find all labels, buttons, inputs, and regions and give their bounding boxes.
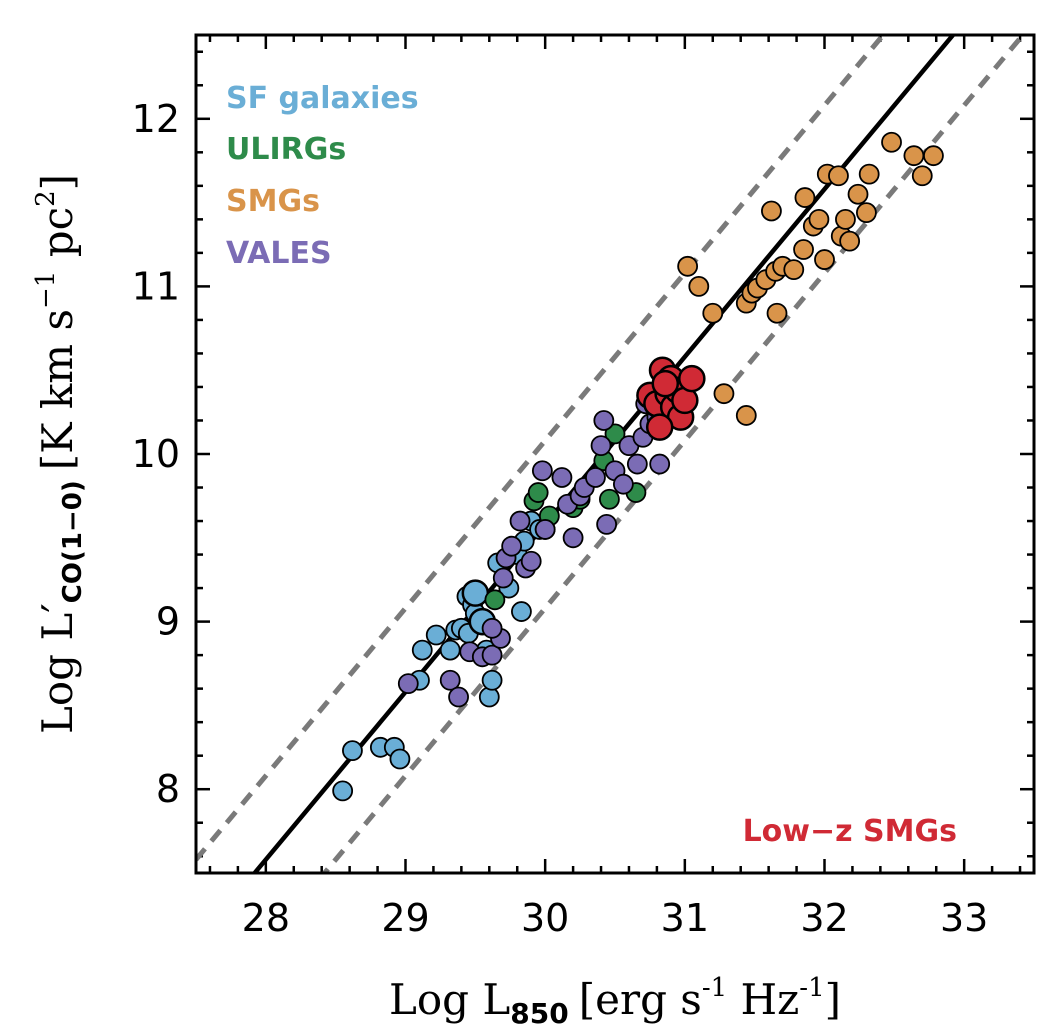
point-smgs <box>923 145 944 167</box>
y-title-units: [K km s <box>33 309 82 470</box>
point-vales <box>585 467 606 488</box>
upper-scatter-band <box>196 35 887 862</box>
point-smgs <box>881 131 902 153</box>
point-vales <box>649 453 671 475</box>
point-vales <box>481 617 503 639</box>
point-sf-galaxies <box>439 639 461 661</box>
point-smgs <box>808 208 830 230</box>
point-smgs <box>847 183 869 205</box>
point-vales <box>626 453 648 475</box>
point-vales <box>439 669 461 691</box>
x-axis-title: Log L850 [erg s-1 Hz-1] <box>389 973 841 1030</box>
x-title-sup2: -1 <box>799 973 824 1003</box>
point-smgs <box>677 255 699 277</box>
point-vales <box>596 513 618 535</box>
y-tick-label: 9 <box>156 600 180 644</box>
x-tick-label: 30 <box>521 896 569 940</box>
y-tick-label: 11 <box>132 264 180 308</box>
point-smgs <box>793 239 814 260</box>
point-smgs <box>839 230 861 252</box>
x-tick-label: 28 <box>242 896 290 940</box>
point-vales <box>534 519 556 540</box>
point-sf-galaxies <box>481 669 503 691</box>
y-axis-title: Log L′CO(1−0) [K km s−1 pc2] <box>31 174 88 734</box>
point-ulirgs <box>527 482 549 503</box>
point-smgs <box>735 405 757 426</box>
point-vales <box>612 473 634 495</box>
point-vales <box>531 460 553 482</box>
point-vales <box>397 673 419 695</box>
point-vales <box>448 686 469 708</box>
y-title-prefix: Log L′ <box>33 603 82 734</box>
point-ulirgs <box>484 589 506 611</box>
legend-sf-galaxies: SF galaxies <box>226 81 419 116</box>
point-sf-galaxies <box>389 748 411 770</box>
x-title-end: ] <box>825 975 841 1024</box>
x-title-mid: Hz <box>727 975 799 1024</box>
plot-frame <box>194 33 1036 875</box>
point-smgs <box>713 383 735 405</box>
data-points <box>332 131 944 802</box>
y-tick-label: 12 <box>132 97 180 141</box>
point-sf-galaxies <box>478 686 500 708</box>
point-vales <box>593 410 615 431</box>
point-sf-galaxies <box>511 601 532 622</box>
x-tick-label: 31 <box>661 896 709 940</box>
point-vales <box>520 550 542 572</box>
point-low-z-smgs <box>645 413 674 441</box>
point-smgs <box>856 202 877 224</box>
x-tick-label: 32 <box>800 896 848 940</box>
point-vales <box>551 467 573 488</box>
point-smgs <box>688 275 710 297</box>
point-sf-galaxies <box>425 624 447 646</box>
y-title-mid: pc <box>33 207 82 271</box>
point-low-z-smgs <box>651 369 680 398</box>
point-sf-galaxies <box>342 740 363 762</box>
x-tick-label: 29 <box>381 896 429 940</box>
point-vales <box>509 510 531 532</box>
point-smgs <box>702 302 724 324</box>
point-low-z-smgs <box>678 364 706 393</box>
point-smgs <box>761 200 782 222</box>
point-vales <box>492 567 514 589</box>
annotation-low-z-smgs: Low−z SMGs <box>743 814 957 849</box>
y-title-end: ] <box>33 174 82 190</box>
y-title-sup2: 2 <box>31 190 61 207</box>
point-sf-galaxies <box>411 639 433 661</box>
point-vales <box>590 435 612 457</box>
point-smgs <box>911 165 933 187</box>
point-sf-galaxies-large <box>461 579 490 607</box>
point-vales <box>501 535 523 557</box>
x-title-prefix: Log L <box>389 975 510 1024</box>
x-title-sub: 850 <box>510 997 568 1030</box>
point-sf-galaxies <box>332 780 354 802</box>
y-title-sup1: −1 <box>31 271 61 309</box>
point-vales <box>481 644 503 666</box>
point-ulirgs <box>599 488 620 510</box>
y-title-sub: CO(1−0) <box>58 480 88 603</box>
point-smgs <box>858 163 880 185</box>
point-smgs <box>794 187 816 208</box>
x-title-sup1: -1 <box>702 973 727 1003</box>
point-smgs <box>835 208 856 230</box>
point-smgs <box>814 249 835 270</box>
point-smgs <box>903 145 925 167</box>
legend-vales: VALES <box>226 236 332 271</box>
point-smgs <box>766 302 788 324</box>
y-tick-label: 10 <box>132 432 180 476</box>
x-title-units: [erg s <box>579 975 702 1024</box>
x-tick-label: 33 <box>940 896 988 940</box>
legend-smgs: SMGs <box>226 184 320 219</box>
point-smgs <box>828 165 849 187</box>
y-tick-label: 8 <box>156 767 180 811</box>
point-vales <box>562 527 584 549</box>
legend-ulirgs: ULIRGs <box>226 132 346 167</box>
point-smgs <box>783 259 805 281</box>
axis-ticks: 28 29 30 31 32 33 8 9 10 11 12 <box>132 35 1034 940</box>
point-ulirgs <box>604 423 626 445</box>
